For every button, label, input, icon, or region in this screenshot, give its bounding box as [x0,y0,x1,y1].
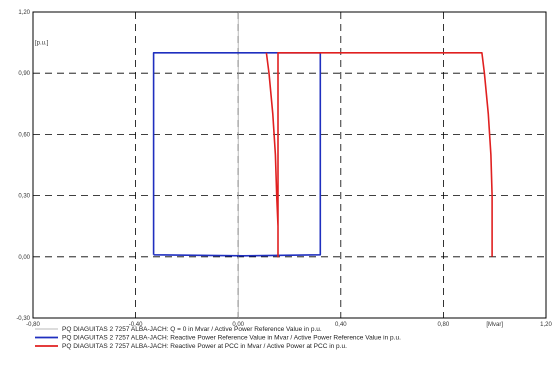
x-tick-label: -0,40 [129,322,143,328]
legend-label-3: PQ DIAGUITAS 2 7257 ALBA-JACH: Reactive … [62,343,347,350]
y-tick-label: 0,30 [18,194,30,200]
plot-area [32,11,547,319]
x-tick-label: 0,80 [438,322,450,328]
series-layer [152,12,493,318]
tick-labels: -0,80 -0,40 0,00 0,40 0,80 1,20 -0,30 0,00 0,30 0… [16,10,552,328]
legend: PQ DIAGUITAS 2 7257 ALBA-JACH: Q = 0 in … [35,326,401,350]
series-line-2 [152,51,322,257]
legend-label-1: PQ DIAGUITAS 2 7257 ALBA-JACH: Q = 0 in … [62,326,322,333]
y-unit-label: [p.u.] [35,41,49,47]
y-tick-label: 0,90 [18,71,30,77]
legend-label-2: PQ DIAGUITAS 2 7257 ALBA-JACH: Reactive … [62,335,401,342]
x-tick-label: 0,00 [232,322,244,328]
x-tick-label: -0,80 [26,322,40,328]
y-tick-label: 1,20 [18,10,30,16]
y-tick-label: 0,60 [18,132,30,138]
series-line-3 [265,51,493,258]
x-unit-label: [Mvar] [486,322,503,328]
x-tick-label: 0,40 [335,322,347,328]
x-tick-label: 1,20 [540,322,552,328]
y-tick-label: 0,00 [18,255,30,261]
y-tick-label: -0,30 [16,316,30,322]
